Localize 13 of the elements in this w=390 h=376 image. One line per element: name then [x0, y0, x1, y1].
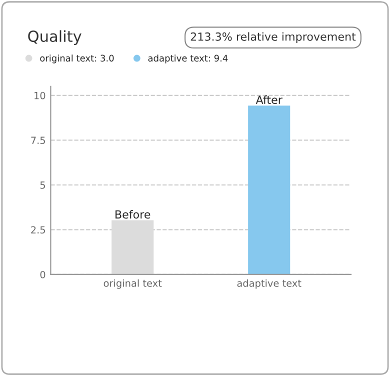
chart-title: Quality [28, 30, 82, 45]
y-tick-label: 7.5 [31, 136, 45, 144]
y-tick-label: 0 [40, 270, 46, 278]
x-tick-label: adaptive text [237, 279, 302, 289]
text: 213.3% relative improvement [190, 32, 356, 43]
y-tick-label: 10 [34, 92, 46, 100]
x-tick-label: original text [104, 279, 162, 289]
legend-label: original text: 3.0 [40, 54, 114, 64]
y-tick-label: 2.5 [31, 226, 45, 234]
y-tick-label: 5 [40, 182, 45, 189]
data-label: Before [116, 210, 150, 219]
legend-label: adaptive text: 9.4 [148, 54, 228, 64]
data-label: After [256, 95, 282, 104]
